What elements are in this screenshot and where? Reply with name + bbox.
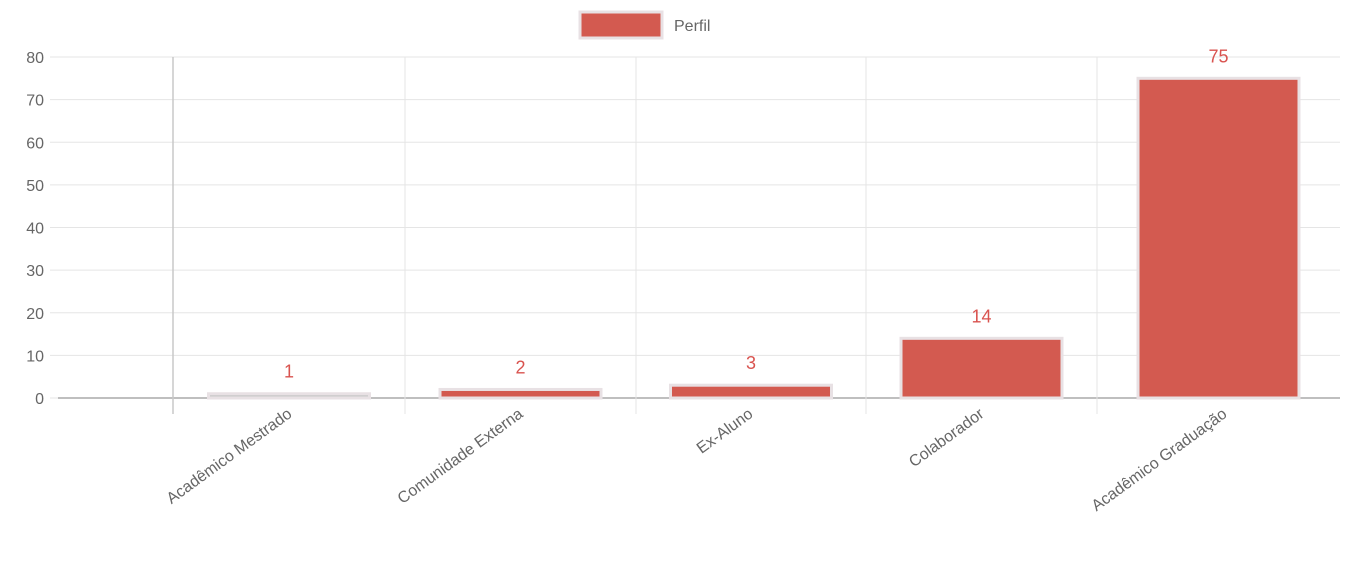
y-tick-label: 0 (35, 391, 44, 408)
y-tick-label: 40 (26, 221, 44, 238)
bar (899, 336, 1064, 400)
data-label: 2 (515, 357, 525, 377)
x-tick-label: Colaborador (906, 405, 988, 471)
x-tick-label: Ex-Aluno (694, 405, 757, 457)
data-label: 75 (1208, 46, 1228, 66)
y-tick-label: 80 (26, 50, 44, 67)
bar (669, 383, 833, 400)
x-tick-label: Comunidade Externa (395, 405, 527, 507)
y-axis: 0 10 20 30 40 50 60 70 80 (26, 50, 58, 408)
bars (207, 76, 1301, 400)
bar (207, 392, 371, 400)
y-tick-label: 70 (26, 93, 44, 110)
x-tick-label: Acadêmico Mestrado (164, 405, 296, 507)
data-label: 3 (746, 353, 756, 373)
legend-swatch (578, 10, 664, 40)
legend-label: Perfil (674, 18, 710, 35)
y-tick-label: 60 (26, 135, 44, 152)
y-tick-label: 10 (26, 348, 44, 365)
y-tick-label: 30 (26, 263, 44, 280)
grid (58, 56, 1340, 414)
data-labels: 1 2 3 14 75 (284, 46, 1229, 381)
data-label: 1 (284, 362, 294, 382)
legend[interactable]: Perfil (578, 10, 710, 40)
x-axis: Acadêmico Mestrado Comunidade Externa Ex-A… (164, 405, 1231, 515)
y-tick-label: 50 (26, 178, 44, 195)
bar (438, 387, 603, 400)
data-label: 14 (971, 306, 991, 326)
bar (1136, 76, 1301, 400)
y-tick-label: 20 (26, 306, 44, 323)
x-tick-label: Acadêmico Graduação (1089, 405, 1231, 514)
